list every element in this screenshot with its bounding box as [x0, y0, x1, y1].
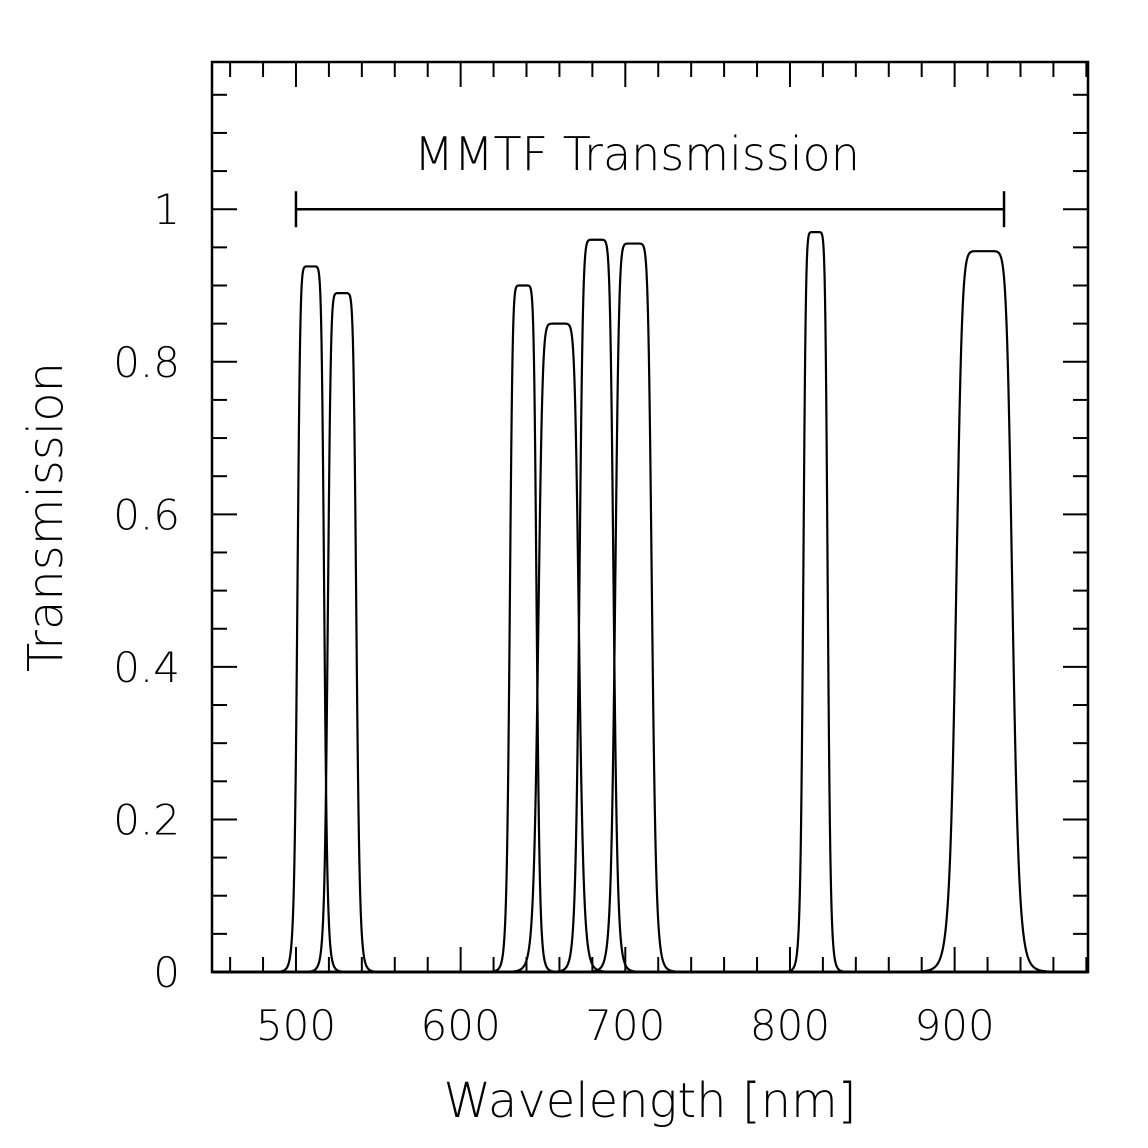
x-tick-label: 700 — [585, 1001, 665, 1050]
mmtf-range-bar — [294, 191, 1006, 228]
x-tick-label: 900 — [915, 1001, 995, 1050]
y-axis-label: Transmission — [18, 362, 74, 672]
x-axis-label: Wavelength [nm] — [444, 1073, 857, 1129]
y-tick-label: 1 — [153, 185, 180, 234]
y-tick-label: 0.6 — [113, 490, 180, 539]
filter-curves — [212, 231, 1088, 974]
x-tick-label: 800 — [750, 1001, 830, 1050]
y-tick-label: 0.8 — [113, 338, 180, 387]
x-tick-label: 600 — [421, 1001, 501, 1050]
y-tick-label: 0.4 — [113, 643, 180, 692]
plot-frame — [210, 60, 1090, 974]
axis-ticks — [212, 62, 1088, 973]
y-tick-labels: 0 0.2 0.4 0.6 0.8 1 — [113, 185, 180, 997]
y-tick-label: 0 — [153, 948, 180, 997]
y-tick-label: 0.2 — [113, 795, 180, 844]
x-tick-label: 500 — [256, 1001, 336, 1050]
annotation-label: MMTF Transmission — [414, 127, 860, 181]
x-tick-labels: 500 600 700 800 900 — [256, 1001, 995, 1050]
